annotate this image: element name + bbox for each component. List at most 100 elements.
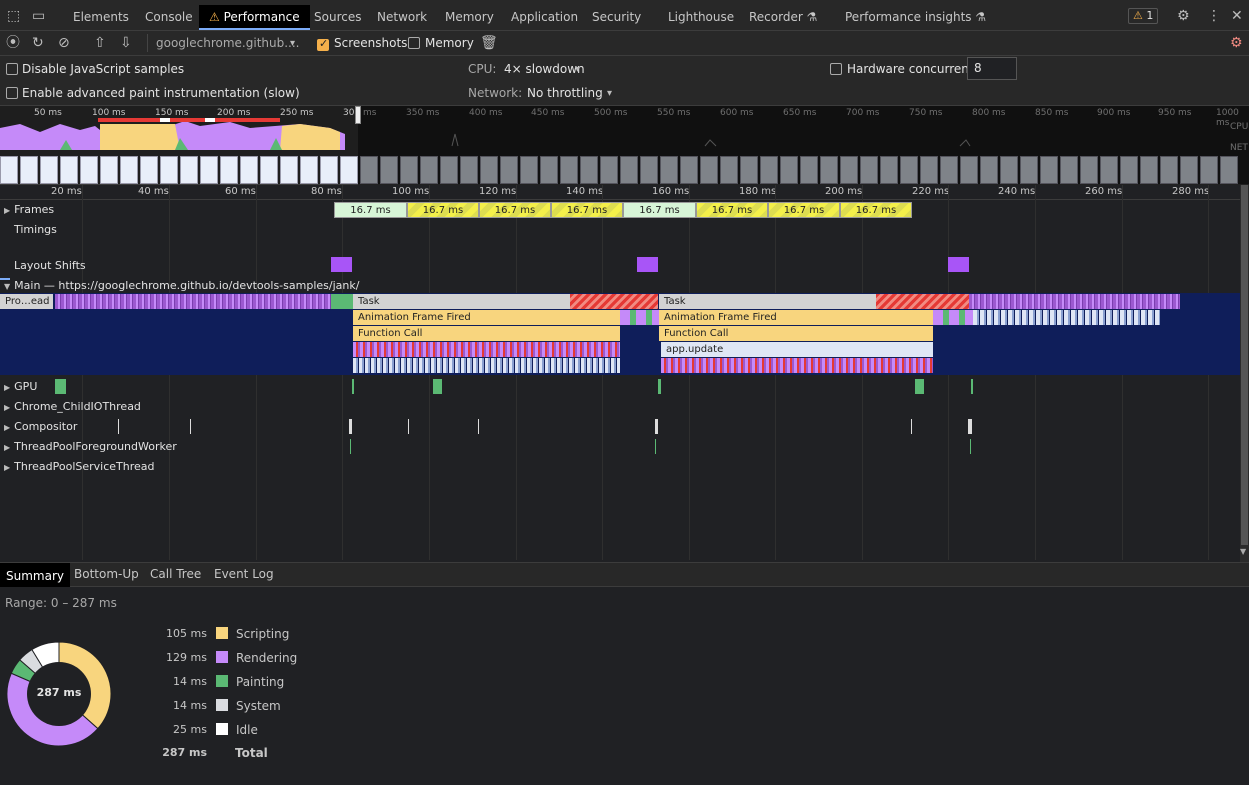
screenshot-thumbnail[interactable] [800, 156, 818, 184]
capture-settings-gear-icon[interactable]: ⚙ [1230, 35, 1243, 51]
compositor-event[interactable] [655, 419, 658, 434]
track-service-thread[interactable]: ▶ ThreadPoolServiceThread [4, 460, 155, 473]
clear-icon[interactable]: ⊘ [58, 35, 70, 51]
screenshot-thumbnail[interactable] [760, 156, 778, 184]
download-icon[interactable]: ⇩ [120, 35, 132, 51]
screenshot-thumbnail[interactable] [900, 156, 918, 184]
recording-select[interactable]: googlechrome.github.... [156, 36, 300, 50]
program-event[interactable]: Pro…ead [0, 294, 53, 309]
screenshot-thumbnail[interactable] [1140, 156, 1158, 184]
screenshot-thumbnail[interactable] [1200, 156, 1218, 184]
tab-lighthouse[interactable]: Lighthouse [668, 10, 735, 24]
main-thread-flamechart[interactable]: Pro…ead Task Task Animation Frame Fired … [0, 293, 1240, 375]
compositor-event[interactable] [349, 419, 352, 434]
animation-frame-event[interactable]: Animation Frame Fired [659, 310, 933, 325]
screenshot-thumbnail[interactable] [180, 156, 198, 184]
app-update-event[interactable]: app.update [661, 342, 933, 357]
hardware-concurrency-input[interactable]: 8 [967, 57, 1017, 80]
tab-security[interactable]: Security [592, 10, 642, 24]
gpu-event[interactable] [658, 379, 661, 394]
screenshot-thumbnail[interactable] [140, 156, 158, 184]
frame-block[interactable]: 16.7 ms [551, 202, 623, 218]
hardware-concurrency-checkbox[interactable] [830, 63, 842, 75]
screenshot-thumbnail[interactable] [980, 156, 998, 184]
screenshot-thumbnail[interactable] [660, 156, 678, 184]
reload-record-icon[interactable]: ↻ [32, 35, 44, 51]
screenshot-thumbnail[interactable] [1080, 156, 1098, 184]
issues-counter[interactable]: ⚠ 1 [1128, 8, 1159, 24]
screenshot-thumbnail[interactable] [320, 156, 338, 184]
screenshot-thumbnail[interactable] [220, 156, 238, 184]
tab-recorder[interactable]: Recorder ⚗ [739, 5, 827, 30]
compositor-event[interactable] [478, 419, 479, 434]
compositor-event[interactable] [911, 419, 912, 434]
screenshot-thumbnail[interactable] [720, 156, 738, 184]
screenshot-thumbnail[interactable] [580, 156, 598, 184]
function-call-event[interactable]: Function Call [353, 326, 620, 341]
track-child-io[interactable]: ▶ Chrome_ChildIOThread [4, 400, 141, 413]
disable-js-samples-checkbox[interactable] [6, 63, 18, 75]
task-event[interactable]: Task [659, 294, 876, 309]
screenshot-thumbnail[interactable] [620, 156, 638, 184]
screenshot-thumbnail[interactable] [120, 156, 138, 184]
tab-application[interactable]: Application [511, 10, 579, 24]
layout-events-strip[interactable] [973, 310, 1160, 325]
gpu-event[interactable] [433, 379, 442, 394]
layout-shift-marker[interactable] [948, 257, 969, 272]
trash-icon[interactable]: 🗑 [480, 35, 498, 51]
screenshot-thumbnail[interactable] [480, 156, 498, 184]
screenshot-thumbnail[interactable] [520, 156, 538, 184]
screenshot-thumbnail[interactable] [740, 156, 758, 184]
layout-shift-marker[interactable] [637, 257, 658, 272]
track-main[interactable]: ▼ Main — https://googlechrome.github.io/d… [4, 279, 359, 292]
paint-instrumentation-checkbox[interactable] [6, 87, 18, 99]
worker-event[interactable] [970, 439, 971, 454]
track-timings[interactable]: Timings [14, 223, 57, 236]
record-icon[interactable]: ⦿ [6, 35, 20, 51]
tab-performance-insights[interactable]: Performance insights ⚗ [835, 5, 996, 30]
overview-selection-handle[interactable] [355, 106, 361, 124]
screenshot-thumbnail[interactable] [260, 156, 278, 184]
rendering-events-strip[interactable] [969, 294, 1180, 309]
frame-block[interactable]: 16.7 ms [623, 202, 696, 218]
screenshot-thumbnail[interactable] [1160, 156, 1178, 184]
compositor-event[interactable] [408, 419, 409, 434]
more-options-icon[interactable]: ⋮ [1207, 8, 1221, 24]
screenshot-thumbnail[interactable] [840, 156, 858, 184]
worker-event[interactable] [350, 439, 351, 454]
gpu-event[interactable] [55, 379, 66, 394]
frame-block[interactable]: 16.7 ms [768, 202, 840, 218]
screenshot-thumbnail[interactable] [820, 156, 838, 184]
tab-event-log[interactable]: Event Log [214, 567, 274, 581]
screenshot-thumbnail[interactable] [160, 156, 178, 184]
gpu-event[interactable] [915, 379, 924, 394]
recalc-style-events[interactable] [661, 358, 933, 373]
screenshot-thumbnail[interactable] [540, 156, 558, 184]
tab-bottom-up[interactable]: Bottom-Up [74, 567, 139, 581]
screenshot-thumbnail[interactable] [700, 156, 718, 184]
task-event[interactable]: Task [353, 294, 570, 309]
compositor-event[interactable] [968, 419, 972, 434]
screenshot-thumbnail[interactable] [600, 156, 618, 184]
tab-sources[interactable]: Sources [314, 10, 362, 24]
cpu-throttling-select[interactable]: 4× slowdown [504, 62, 585, 76]
screenshot-thumbnail[interactable] [780, 156, 798, 184]
screenshot-thumbnail[interactable] [60, 156, 78, 184]
screenshot-thumbnail[interactable] [460, 156, 478, 184]
tab-elements[interactable]: Elements [73, 10, 129, 24]
screenshot-thumbnail[interactable] [1220, 156, 1238, 184]
network-throttling-select[interactable]: No throttling [527, 86, 603, 100]
gear-icon[interactable]: ⚙ [1177, 8, 1190, 24]
screenshot-thumbnail[interactable] [400, 156, 418, 184]
screenshot-thumbnail[interactable] [1000, 156, 1018, 184]
function-call-event[interactable]: Function Call [659, 326, 933, 341]
screenshot-thumbnail[interactable] [680, 156, 698, 184]
track-frames[interactable]: ▶ Frames [4, 203, 54, 216]
compositor-event[interactable] [118, 419, 119, 434]
rendering-events-strip[interactable] [55, 294, 331, 309]
upload-icon[interactable]: ⇧ [94, 35, 106, 51]
track-layout-shifts[interactable]: Layout Shifts [14, 259, 86, 272]
screenshots-checkbox[interactable] [317, 37, 329, 51]
screenshot-thumbnail[interactable] [420, 156, 438, 184]
screenshot-thumbnail[interactable] [1040, 156, 1058, 184]
